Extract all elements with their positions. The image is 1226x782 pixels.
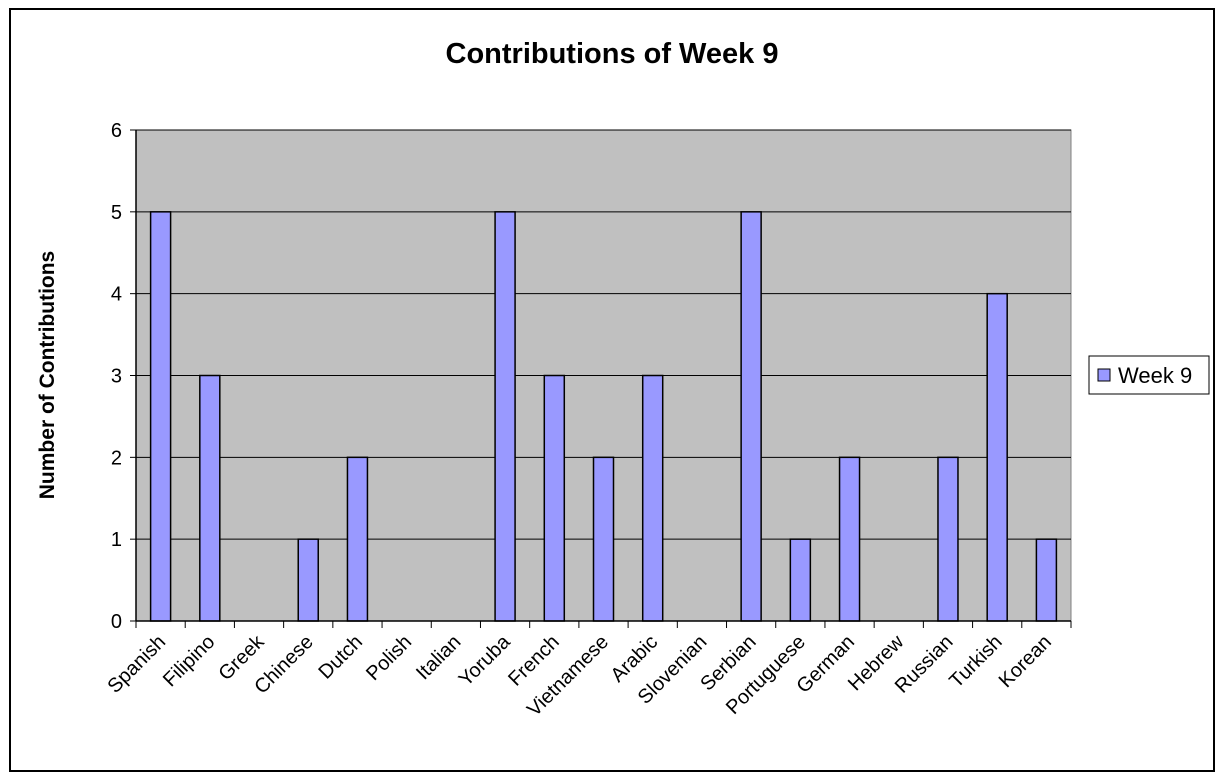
y-tick-label: 4 xyxy=(111,284,122,306)
legend-label: Week 9 xyxy=(1118,363,1192,388)
bar-turkish xyxy=(986,292,1008,622)
bar-french xyxy=(543,374,566,622)
bar-arabic xyxy=(641,374,664,622)
legend-swatch xyxy=(1097,368,1111,382)
bar-spanish xyxy=(149,211,172,622)
x-tick-label: Spanish xyxy=(103,631,170,698)
bar-portuguese xyxy=(789,538,812,622)
y-axis-label: Number of Contributions xyxy=(36,251,59,499)
bar-vietnamese xyxy=(592,456,615,622)
bar-chinese xyxy=(297,538,319,622)
x-tick-label: Dutch xyxy=(314,631,367,684)
bar-dutch xyxy=(346,456,369,622)
x-tick-label: Turkish xyxy=(945,631,1006,692)
y-tick-labels: 0 1 2 3 4 5 6 xyxy=(111,120,136,633)
bar-russian xyxy=(937,456,959,622)
x-tick-label: Polish xyxy=(362,631,416,685)
x-tick-label: Filipino xyxy=(159,631,219,691)
y-tick-label: 1 xyxy=(111,529,122,551)
bars xyxy=(149,211,1058,622)
y-tick-label: 6 xyxy=(111,120,122,142)
bar-german xyxy=(838,456,861,622)
bar-serbian xyxy=(740,211,762,622)
x-tick-label: Yoruba xyxy=(455,630,515,690)
y-tick-label: 3 xyxy=(111,366,122,388)
x-tick-labels: SpanishFilipinoGreekChineseDutchPolishIt… xyxy=(103,630,1055,721)
bar-korean xyxy=(1035,538,1058,622)
y-tick-label: 5 xyxy=(111,202,122,224)
y-tick-label: 2 xyxy=(111,447,122,469)
y-tick-label: 0 xyxy=(111,611,122,633)
bar-filipino xyxy=(199,374,221,622)
x-tick-label: Korean xyxy=(995,631,1056,692)
bar-yoruba xyxy=(494,211,516,622)
legend: Week 9 xyxy=(1088,355,1210,395)
chart-title: Contributions of Week 9 xyxy=(446,38,779,70)
